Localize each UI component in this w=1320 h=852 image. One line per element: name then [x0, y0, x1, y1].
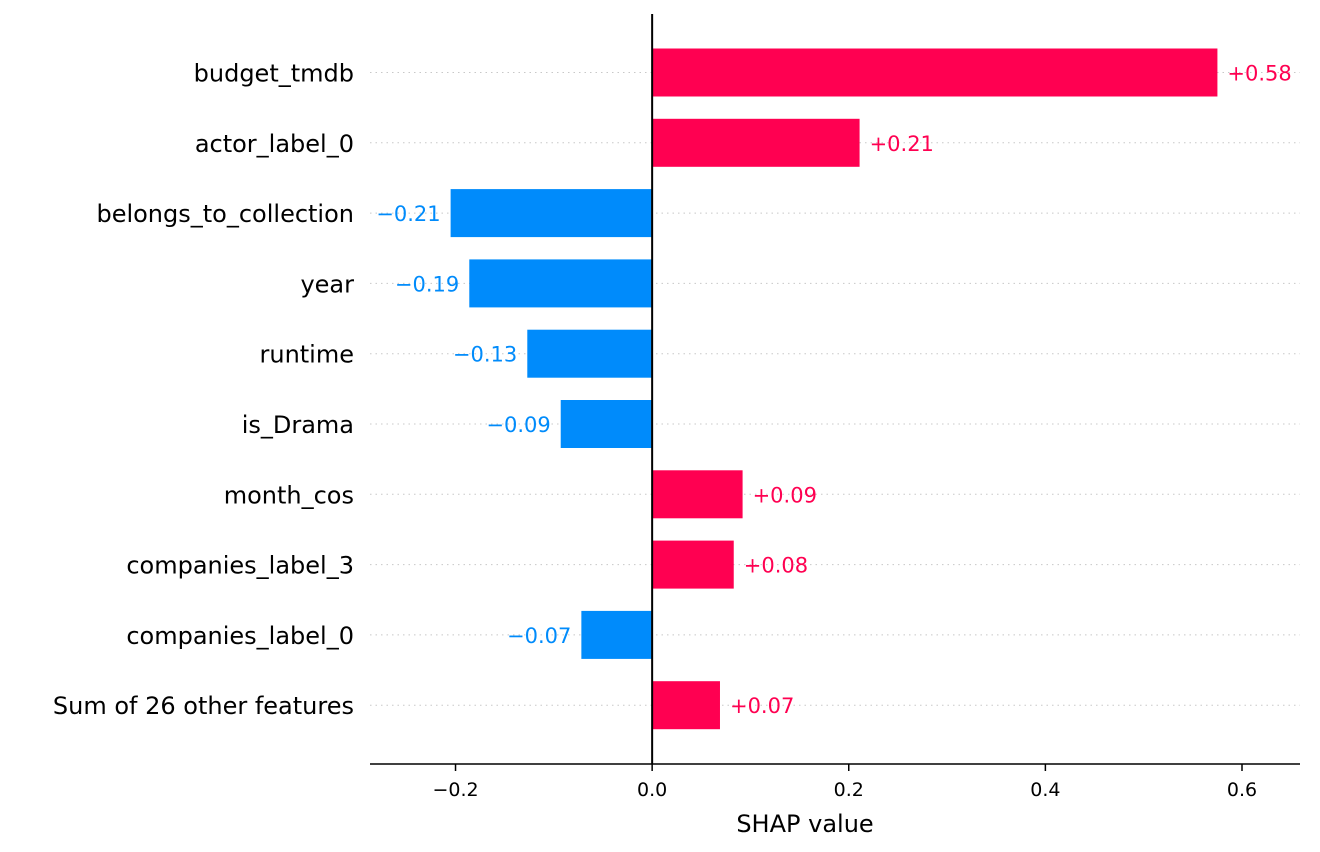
x-axis-label: SHAP value — [736, 810, 873, 838]
bar-4 — [527, 329, 653, 378]
value-label-2: −0.21 — [376, 202, 440, 226]
feature-label-8: companies_label_0 — [126, 622, 354, 650]
feature-label-1: actor_label_0 — [195, 130, 354, 158]
feature-labels: budget_tmdb actor_label_0 belongs_to_colle… — [53, 60, 354, 721]
feature-label-4: runtime — [259, 341, 354, 369]
feature-label-9: Sum of 26 other features — [53, 692, 354, 720]
bar-6 — [652, 470, 743, 519]
value-label-1: +0.21 — [870, 132, 934, 156]
bar-1 — [652, 118, 860, 167]
value-label-7: +0.08 — [744, 554, 808, 578]
value-label-0: +0.58 — [1227, 62, 1291, 86]
feature-label-2: belongs_to_collection — [96, 200, 354, 228]
feature-label-3: year — [300, 270, 354, 298]
bar-3 — [469, 259, 653, 308]
x-tick-label-4: 0.6 — [1227, 779, 1257, 801]
x-tick-label-2: 0.2 — [834, 779, 864, 801]
value-label-5: −0.09 — [486, 413, 550, 437]
value-labels: +0.58 +0.21 −0.21 −0.19 −0.13 −0.09 +0.09 +0.08… — [376, 62, 1292, 719]
feature-label-5: is_Drama — [242, 411, 354, 439]
feature-label-7: companies_label_3 — [126, 552, 354, 580]
bar-5 — [560, 400, 653, 448]
bar-2 — [450, 189, 653, 238]
x-tick-label-0: −0.2 — [432, 779, 478, 801]
value-label-8: −0.07 — [507, 624, 571, 648]
x-tick-label-1: 0.0 — [637, 779, 667, 801]
bar-0 — [652, 48, 1218, 97]
value-label-3: −0.19 — [395, 272, 459, 296]
x-axis: −0.2 0.0 0.2 0.4 0.6 — [370, 763, 1300, 801]
bar-9 — [652, 681, 720, 730]
grid-lines — [370, 72, 1300, 706]
bar-7 — [652, 540, 734, 589]
value-label-9: +0.07 — [730, 694, 794, 718]
feature-label-0: budget_tmdb — [194, 60, 354, 88]
value-label-6: +0.09 — [753, 483, 817, 507]
bars — [450, 48, 1218, 730]
x-tick-label-3: 0.4 — [1030, 779, 1060, 801]
bar-8 — [581, 610, 653, 659]
feature-label-6: month_cos — [224, 481, 354, 509]
value-label-4: −0.13 — [453, 343, 517, 367]
